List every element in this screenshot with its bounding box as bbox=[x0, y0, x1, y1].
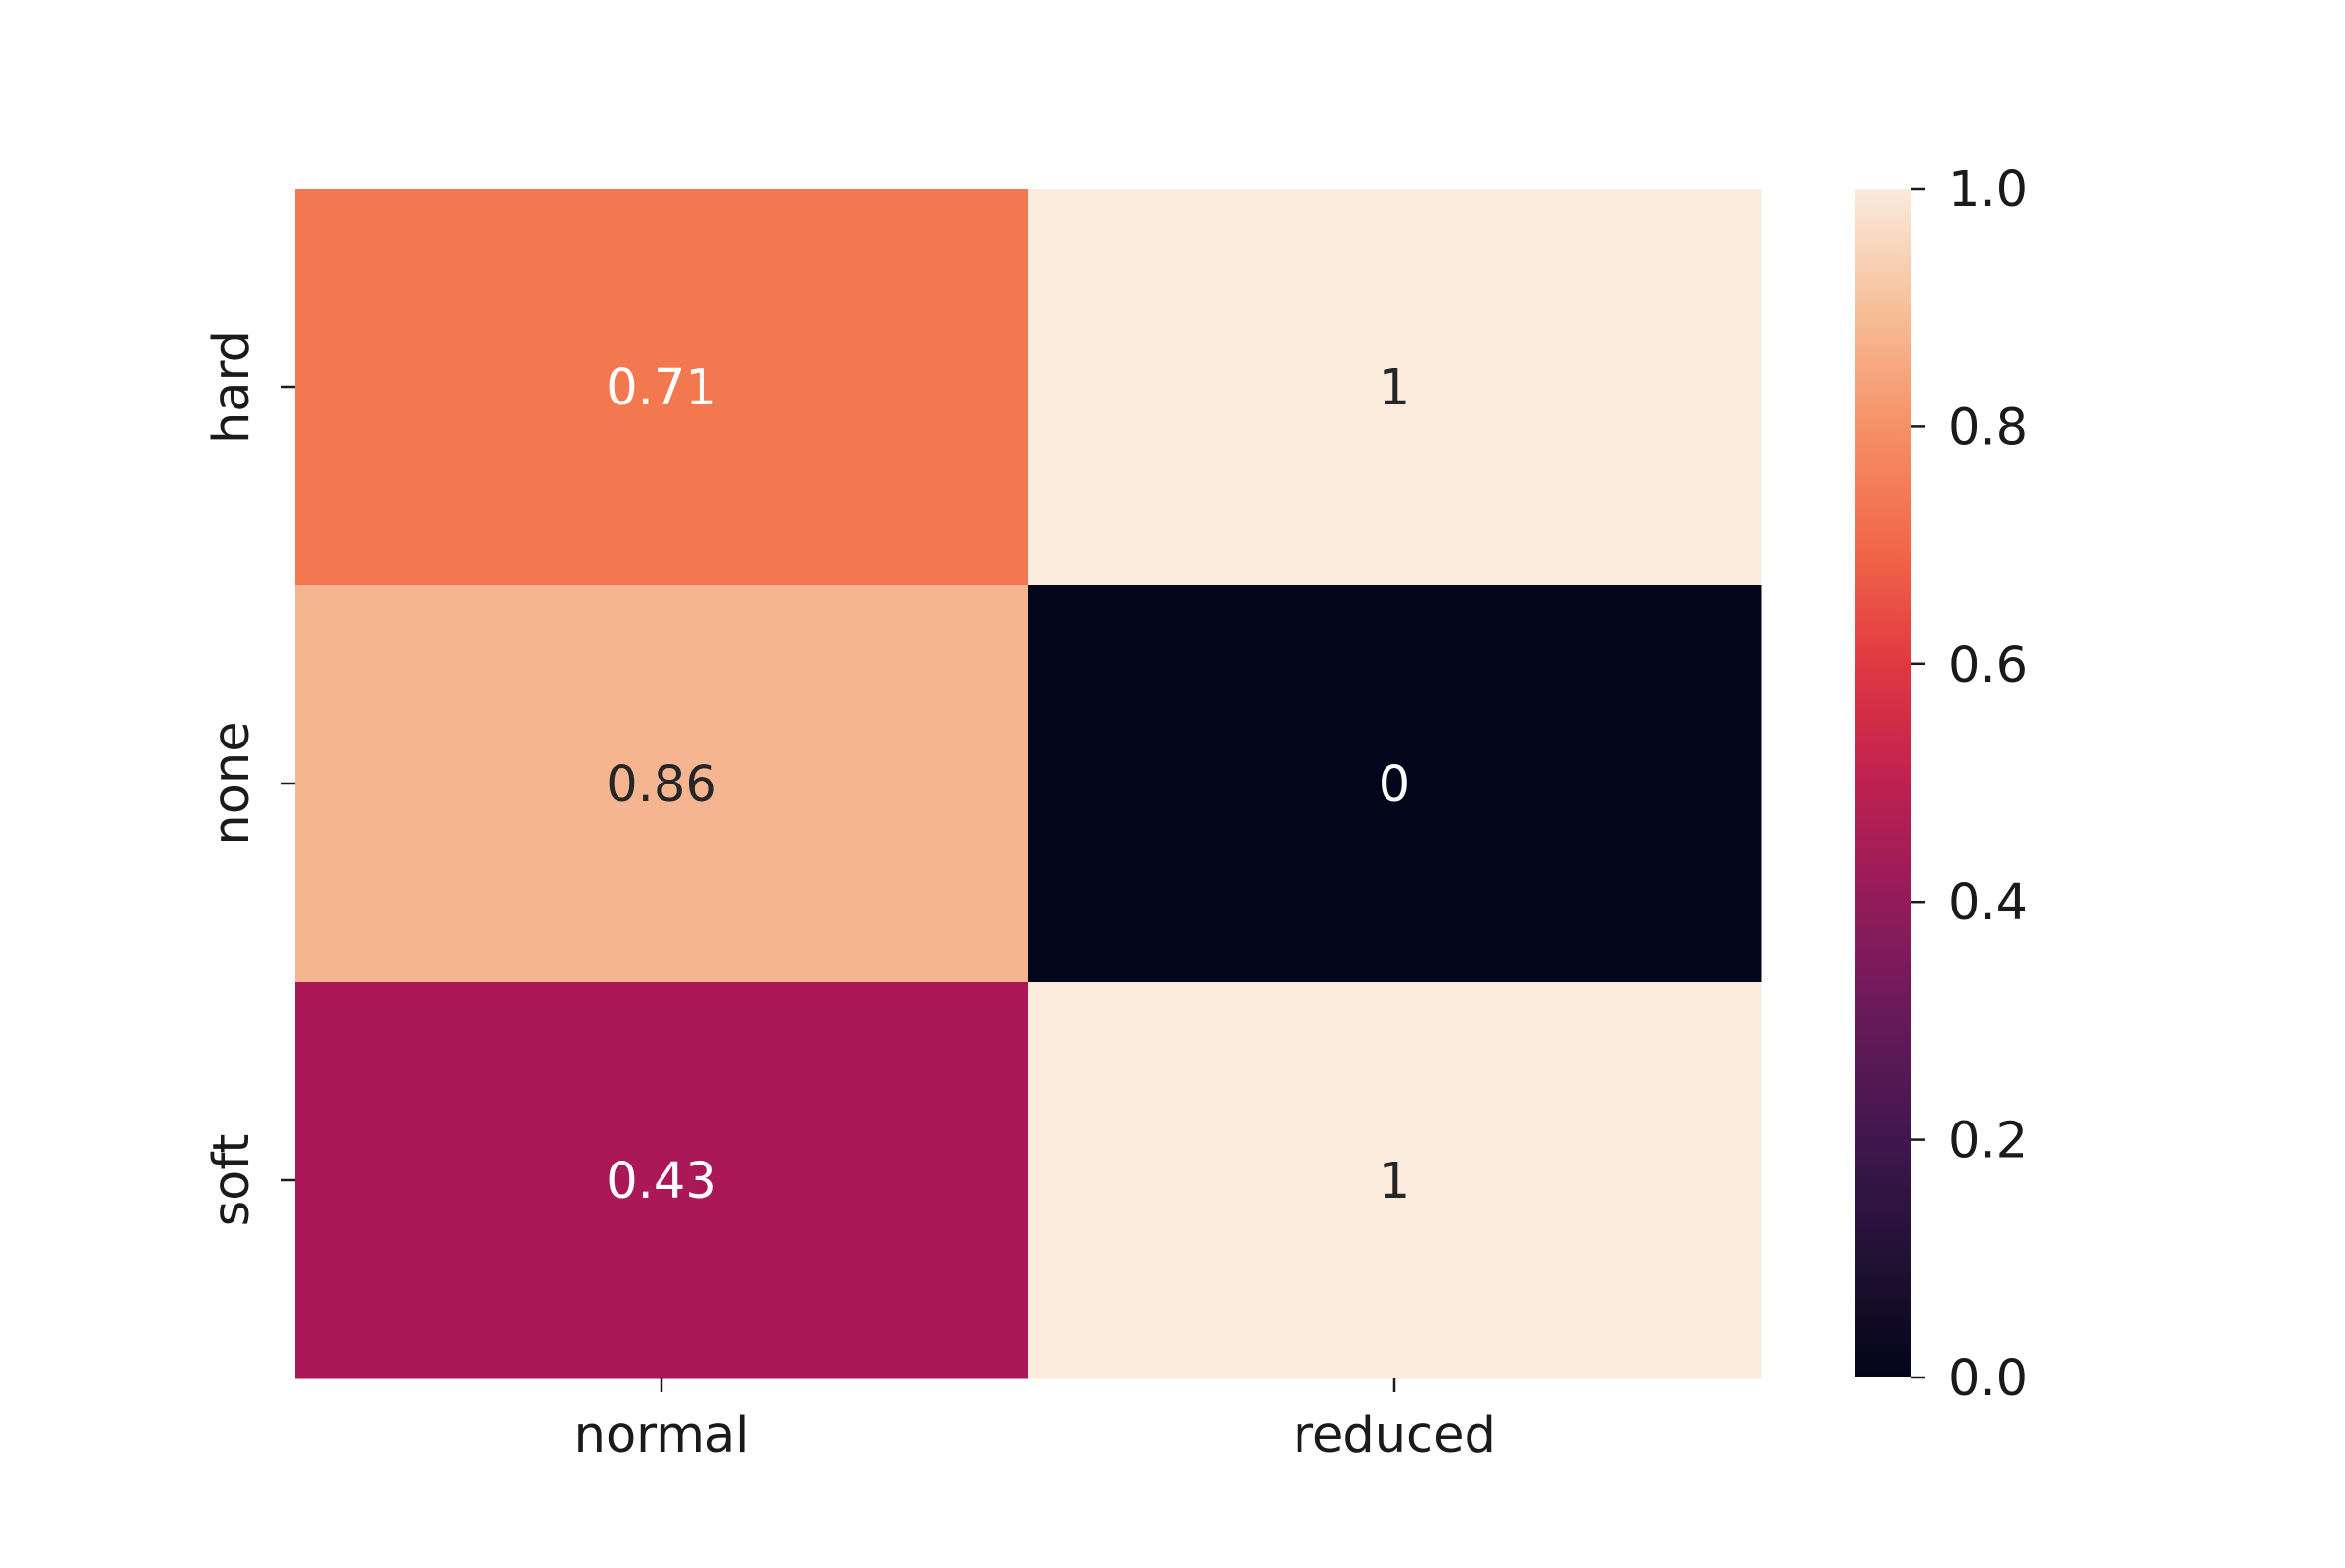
colorbar: 0.0 0.2 0.4 0.6 0.8 1.0 bbox=[1855, 161, 2027, 1408]
cell-value-label: 1 bbox=[1379, 1153, 1410, 1210]
y-tick-label-hard: hard bbox=[203, 330, 261, 444]
colorbar-tick-label: 0.2 bbox=[1948, 1113, 2027, 1170]
x-tick-label-reduced: reduced bbox=[1293, 1407, 1496, 1464]
heatmap-cell-hard-normal bbox=[295, 189, 1029, 586]
cell-value-label: 0.86 bbox=[606, 756, 717, 814]
heatmap-cell-soft-normal bbox=[295, 982, 1029, 1379]
heatmap-cell-none-normal bbox=[295, 585, 1029, 983]
colorbar-tick-label: 0.0 bbox=[1948, 1350, 2027, 1408]
cell-value-label: 0.43 bbox=[606, 1153, 717, 1210]
colorbar-tick-label: 0.8 bbox=[1948, 399, 2027, 456]
colorbar-tick-label: 1.0 bbox=[1948, 161, 2027, 219]
y-tick-label-soft: soft bbox=[203, 1134, 261, 1227]
x-tick-label-normal: normal bbox=[575, 1407, 749, 1464]
heatmap-cell-labels: 0.71 1 0.86 0 0.43 1 bbox=[606, 360, 1410, 1210]
colorbar-tick-label: 0.6 bbox=[1948, 637, 2027, 695]
heatmap-cell-hard-reduced bbox=[1028, 189, 1762, 586]
colorbar-tick-label: 0.4 bbox=[1948, 874, 2027, 932]
heatmap-cell-soft-reduced bbox=[1028, 982, 1762, 1379]
heatmap-cells bbox=[295, 189, 1762, 1379]
y-axis: hard none soft bbox=[203, 330, 295, 1226]
cell-value-label: 0 bbox=[1379, 756, 1410, 814]
heatmap-cell-none-reduced bbox=[1028, 585, 1762, 983]
colorbar-gradient bbox=[1855, 189, 1911, 1377]
x-axis: normal reduced bbox=[575, 1378, 1496, 1464]
cell-value-label: 0.71 bbox=[606, 360, 717, 417]
cell-value-label: 1 bbox=[1379, 360, 1410, 417]
y-tick-label-none: none bbox=[203, 721, 261, 845]
